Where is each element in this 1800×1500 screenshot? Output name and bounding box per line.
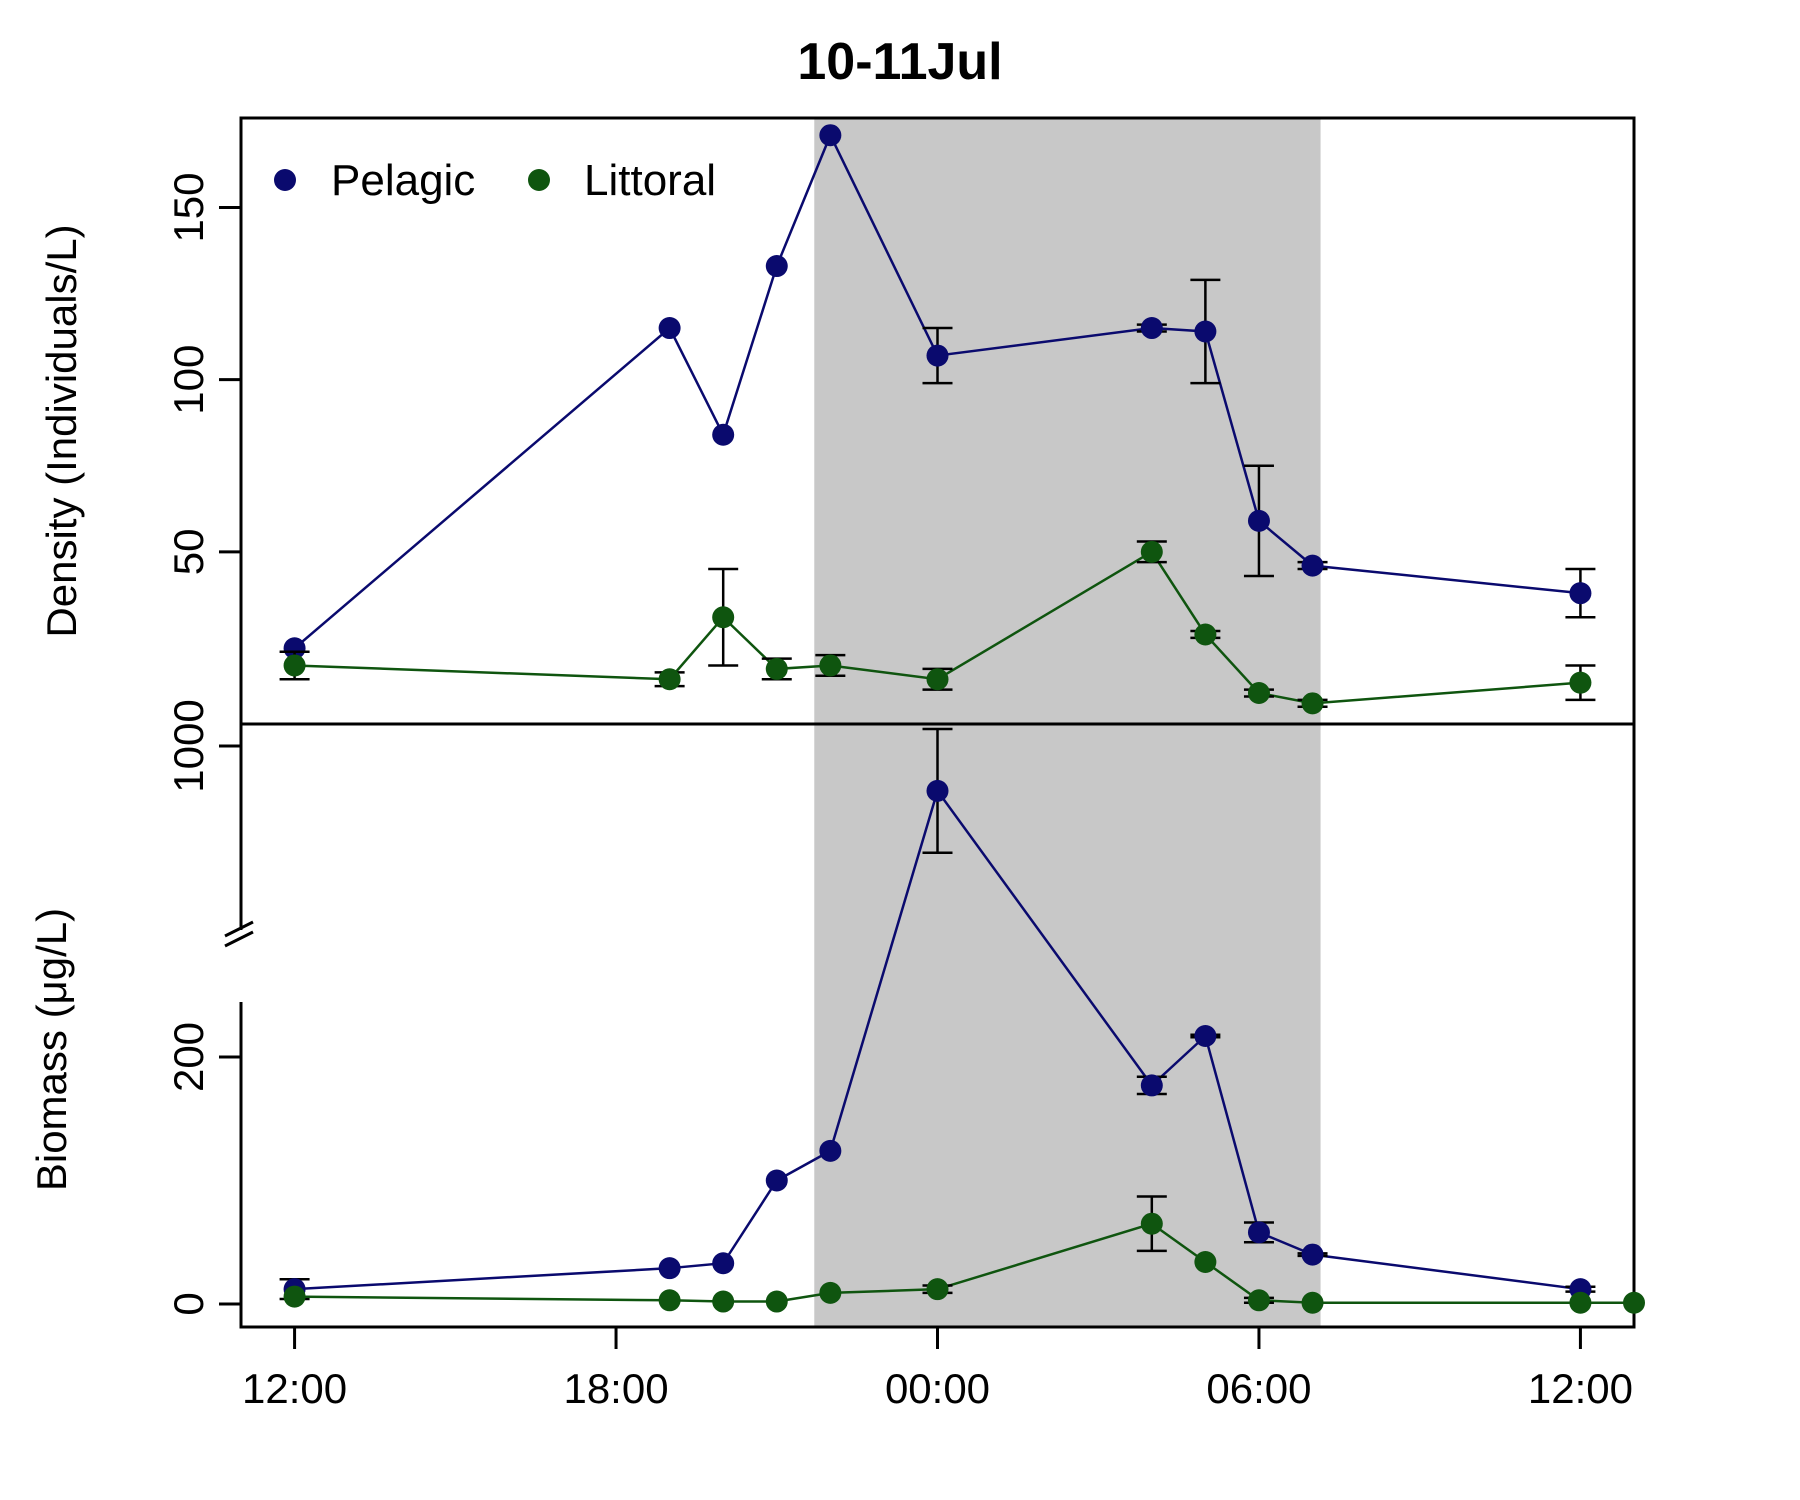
density-y-tick-label: 150 bbox=[165, 172, 212, 242]
density-pelagic-point bbox=[1140, 317, 1163, 340]
density-littoral-point bbox=[1247, 682, 1270, 705]
legend-pelagic-label: Pelagic bbox=[331, 156, 475, 205]
biomass-y-axis-title: Biomass (μg/L) bbox=[28, 908, 75, 1191]
x-tick-label: 12:00 bbox=[242, 1365, 347, 1412]
density-pelagic-point bbox=[765, 255, 788, 278]
density-littoral-point bbox=[926, 668, 949, 691]
biomass-littoral-point bbox=[1194, 1251, 1217, 1274]
biomass-pelagic-point bbox=[1194, 1025, 1217, 1048]
density-y-tick-label: 50 bbox=[165, 528, 212, 575]
biomass-littoral-point bbox=[658, 1289, 681, 1312]
density-pelagic-point bbox=[712, 423, 735, 446]
biomass-y-tick-label: 200 bbox=[165, 1022, 212, 1092]
density-y-tick-label: 100 bbox=[165, 345, 212, 415]
density-littoral-point bbox=[712, 606, 735, 629]
biomass-pelagic-point bbox=[765, 1169, 788, 1192]
biomass-littoral-point bbox=[926, 1278, 949, 1301]
density-pelagic-point bbox=[926, 344, 949, 367]
biomass-y-tick-label: 0 bbox=[165, 1292, 212, 1315]
biomass-littoral-point bbox=[1140, 1212, 1163, 1235]
biomass-littoral-point bbox=[1569, 1291, 1592, 1314]
density-littoral-point bbox=[819, 654, 842, 677]
legend-littoral-marker bbox=[528, 169, 550, 191]
biomass-littoral-point bbox=[283, 1285, 306, 1308]
biomass-littoral-point bbox=[1247, 1289, 1270, 1312]
density-pelagic-point bbox=[283, 637, 306, 660]
density-littoral-point bbox=[1569, 671, 1592, 694]
biomass-littoral-point bbox=[1623, 1291, 1645, 1314]
biomass-pelagic-point bbox=[658, 1257, 681, 1280]
biomass-littoral-point bbox=[712, 1290, 735, 1313]
biomass-pelagic-point bbox=[1247, 1221, 1270, 1244]
biomass-y-tick-label: 1000 bbox=[165, 699, 212, 792]
biomass-pelagic-point bbox=[1140, 1074, 1163, 1097]
legend-littoral-label: Littoral bbox=[584, 156, 716, 205]
density-pelagic-point bbox=[1569, 582, 1592, 605]
x-tick-label: 06:00 bbox=[1206, 1365, 1311, 1412]
biomass-pelagic-point bbox=[926, 779, 949, 802]
axis-break-gap bbox=[238, 930, 244, 1002]
biomass-pelagic-point bbox=[1301, 1243, 1324, 1266]
x-tick-label: 12:00 bbox=[1528, 1365, 1633, 1412]
density-pelagic-point bbox=[658, 317, 681, 340]
density-y-axis-title: Density (Individuals/L) bbox=[38, 224, 85, 637]
density-pelagic-point bbox=[1301, 554, 1324, 577]
density-pelagic-point bbox=[1247, 509, 1270, 532]
density-littoral-point bbox=[283, 654, 306, 677]
density-littoral-point bbox=[1194, 623, 1217, 646]
density-littoral-point bbox=[1140, 540, 1163, 563]
density-pelagic-point bbox=[819, 124, 842, 147]
axis-break-mark bbox=[224, 930, 254, 948]
biomass-pelagic-point bbox=[712, 1252, 735, 1275]
chart-title: 10-11Jul bbox=[797, 33, 1002, 91]
density-littoral-point bbox=[1301, 692, 1324, 715]
biomass-pelagic-point bbox=[819, 1139, 842, 1162]
density-pelagic-point bbox=[1194, 320, 1217, 343]
x-tick-label: 18:00 bbox=[563, 1365, 668, 1412]
axis-break-mark bbox=[224, 920, 254, 938]
density-littoral-point bbox=[658, 668, 681, 691]
biomass-littoral-point bbox=[1301, 1291, 1324, 1314]
density-littoral-point bbox=[765, 657, 788, 680]
legend-pelagic-marker bbox=[274, 169, 296, 191]
biomass-littoral-point bbox=[819, 1281, 842, 1304]
x-tick-label: 00:00 bbox=[885, 1365, 990, 1412]
biomass-littoral-point bbox=[765, 1290, 788, 1313]
